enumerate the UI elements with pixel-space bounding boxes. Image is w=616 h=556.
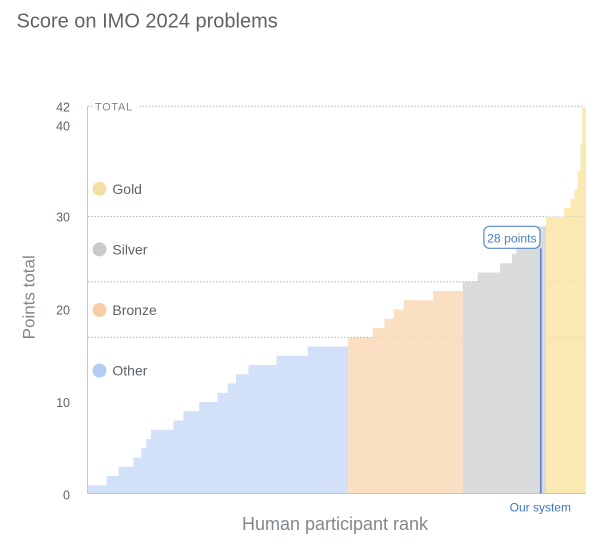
svg-text:TOTAL: TOTAL xyxy=(95,102,133,114)
svg-text:0: 0 xyxy=(63,488,70,502)
svg-text:20: 20 xyxy=(56,303,70,317)
svg-text:Other: Other xyxy=(112,363,147,379)
svg-text:Human participant rank: Human participant rank xyxy=(242,514,429,534)
svg-text:10: 10 xyxy=(56,396,70,410)
svg-text:Our system: Our system xyxy=(510,501,571,515)
svg-text:Gold: Gold xyxy=(112,181,142,197)
svg-text:Silver: Silver xyxy=(112,241,147,257)
svg-text:40: 40 xyxy=(56,119,70,133)
svg-text:Score on IMO 2024 problems: Score on IMO 2024 problems xyxy=(17,11,278,33)
svg-text:42: 42 xyxy=(56,101,70,115)
svg-text:Bronze: Bronze xyxy=(112,302,157,318)
svg-text:28 points: 28 points xyxy=(487,232,536,246)
svg-text:30: 30 xyxy=(56,211,70,225)
svg-text:Points total: Points total xyxy=(19,255,38,339)
